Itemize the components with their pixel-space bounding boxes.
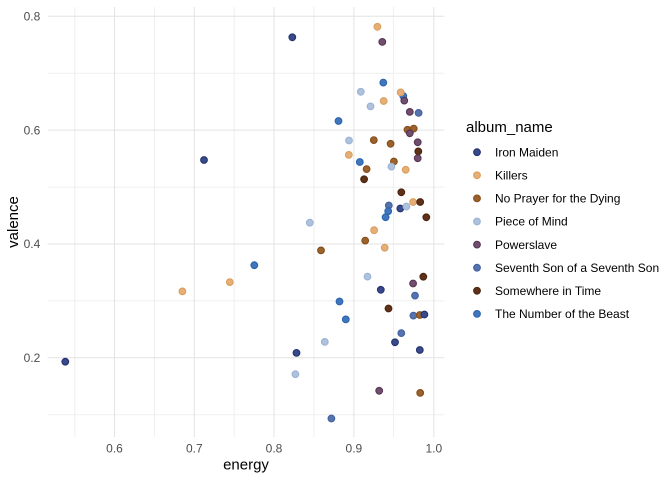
svg-text:valence: valence [5,196,22,248]
svg-text:Iron Maiden: Iron Maiden [495,145,558,159]
svg-text:0.6: 0.6 [24,123,41,137]
svg-text:album_name: album_name [466,119,553,136]
svg-text:0.6: 0.6 [106,442,123,456]
svg-text:0.9: 0.9 [346,442,363,456]
svg-text:Somewhere in Time: Somewhere in Time [495,284,601,298]
svg-text:Piece of Mind: Piece of Mind [495,215,568,229]
svg-text:0.7: 0.7 [186,442,203,456]
svg-text:0.4: 0.4 [24,237,41,251]
svg-text:Killers: Killers [495,169,528,183]
svg-text:0.2: 0.2 [24,351,41,365]
svg-text:energy: energy [223,457,269,474]
svg-text:The Number of the Beast: The Number of the Beast [495,307,630,321]
svg-text:Seventh Son of a Seventh Son: Seventh Son of a Seventh Son [495,261,659,275]
svg-text:Powerslave: Powerslave [495,238,557,252]
svg-text:No Prayer for the Dying: No Prayer for the Dying [495,192,620,206]
svg-text:0.8: 0.8 [266,442,283,456]
svg-text:1.0: 1.0 [425,442,442,456]
svg-text:0.8: 0.8 [24,10,41,24]
